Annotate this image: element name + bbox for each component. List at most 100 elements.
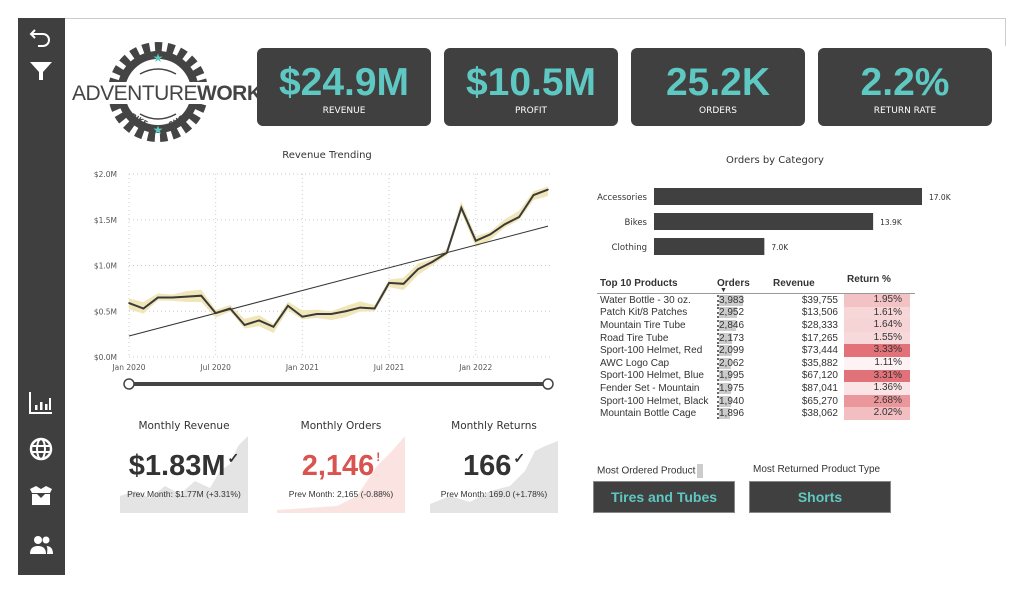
data-point [532,194,535,196]
orders-databar [719,357,732,369]
table-row[interactable]: Mountain Bottle Cage 1,896 $38,062 2.02% [597,407,915,420]
data-point [287,304,289,307]
globe-icon[interactable] [26,434,56,464]
data-point [417,268,419,270]
data-point [272,326,275,328]
orders-value: 2,952 [719,307,745,319]
most-ordered-product-card: Tires and Tubes [593,481,735,513]
orders-value: 2,062 [719,357,745,369]
check-icon: ✓ [227,450,240,466]
logo-text-light: ADVENTURE [72,82,198,105]
orders-by-category-chart[interactable]: Accessories 17.0K Bikes 13.9K Clothing 7.0K [590,180,990,260]
data-point [316,313,318,315]
table-row[interactable]: Sport-100 Helmet, Blue 1,995 $67,120 3.3… [597,369,915,383]
data-point [229,307,231,310]
bar-data-label: 13.9K [880,218,903,227]
revenue-value: $35,882 [801,357,838,369]
most-returned-label: Most Returned Product Type [753,464,881,475]
table-body: Water Bottle - 30 oz. 3,983 $39,755 1.95… [597,294,915,420]
table-row[interactable]: Road Tire Tube 2,173 $17,265 1.55% [597,331,915,345]
bar-chart-icon[interactable] [26,388,56,418]
kpi-value: $24.9M [278,61,410,104]
y-tick-label: $1.0M [94,262,117,271]
return-pct-value: 1.64% [844,319,910,332]
table-row[interactable]: Patch Kit/8 Patches 2,952 $13,506 1.61% [597,306,915,320]
box-icon[interactable] [26,481,56,511]
kpi-label: RETURN RATE [873,106,937,116]
sparkline-area [120,436,248,513]
revenue-value: $17,265 [801,332,838,344]
x-tick-label: Jul 2021 [373,363,405,372]
svg-text:★: ★ [153,123,164,137]
product-name: Mountain Tire Tube [600,319,686,331]
product-name: Sport-100 Helmet, Red [600,345,703,357]
svg-text:★: ★ [153,51,164,65]
gear-logo-icon: ★ ★ [68,42,248,142]
orders-value: 1,940 [719,395,745,407]
y-tick-label: $0.0M [94,353,117,362]
data-point [446,251,448,254]
return-pct-value: 3.33% [844,344,910,357]
users-icon[interactable] [26,530,56,560]
header-orders[interactable]: Orders ▼ [717,278,750,294]
kpi-value: 2.2% [860,61,950,104]
data-point [402,283,405,285]
product-name: Fender Set - Mountain [600,382,700,394]
x-tick-label: Jan 2020 [111,363,145,372]
table-row[interactable]: Water Bottle - 30 oz. 3,983 $39,755 1.95… [597,294,915,307]
data-point [359,306,361,309]
orders-cell: 2,173 [717,332,744,344]
header-revenue[interactable]: Revenue [773,278,815,289]
data-point [243,324,246,326]
back-arrow-icon[interactable] [26,22,56,52]
x-tick-label: Jan 2021 [285,363,319,372]
table-row[interactable]: Mountain Tire Tube 2,846 $28,333 1.64% [597,319,915,332]
orders-databar [719,319,737,331]
table-row[interactable]: AWC Logo Cap 2,062 $35,882 1.11% [597,356,915,370]
orders-cell: 3,983 [717,294,744,306]
card-value: 166 [462,450,512,482]
top-products-table[interactable]: Top 10 Products Orders ▼ Revenue Return %… [597,274,915,420]
orders-databar [719,370,732,382]
most-ordered-label-text: Most Ordered Product [597,465,696,477]
table-row[interactable]: Sport-100 Helmet, Black 1,940 $65,270 2.… [597,394,915,408]
sidebar [18,18,65,575]
slider-handle[interactable] [542,378,554,390]
category-bar[interactable] [654,188,922,205]
orders-cell: 1,896 [717,408,744,420]
y-tick-label: $1.5M [94,216,117,225]
bar-data-label: 7.0K [771,243,789,252]
revenue-trending-chart[interactable]: $0.0M $0.5M $1.0M $1.5M $2.0M Jan 2020 Jul 202… [80,160,560,400]
table-row[interactable]: Sport-100 Helmet, Red 2,099 $73,444 3.33… [597,344,915,357]
category-bar[interactable] [654,238,765,255]
check-icon: ✓ [513,450,526,466]
data-point [474,239,477,242]
header-product[interactable]: Top 10 Products [600,278,678,289]
header-return[interactable]: Return % [847,274,891,285]
data-point [489,233,492,236]
data-point [301,315,304,318]
kpi-orders: 25.2K ORDERS [631,48,805,126]
alert-icon: ! [376,450,381,464]
card-value: $1.83M [128,450,226,482]
orders-databar [719,345,732,357]
product-name: AWC Logo Cap [600,357,670,369]
kpi-label: PROFIT [514,106,548,116]
data-point [200,294,203,297]
product-name: Sport-100 Helmet, Blue [600,370,704,382]
filter-icon[interactable] [26,56,56,86]
return-pct-value: 1.36% [844,382,910,395]
return-pct-value: 2.02% [844,407,910,420]
y-tick-label: $0.5M [94,307,117,316]
category-bar[interactable] [654,213,874,230]
data-point [185,295,188,298]
kpi-return-rate: 2.2% RETURN RATE [818,48,992,126]
table-row[interactable]: Fender Set - Mountain 1,975 $87,041 1.36… [597,382,915,395]
data-point [344,310,347,313]
slider-handle[interactable] [123,378,135,390]
product-name: Mountain Bottle Cage [600,408,697,420]
category-label: Clothing [612,243,647,253]
monthly-kpi-card: $1.83M ✓ Prev Month: $1.77M (+3.31%) [120,436,248,513]
data-point [142,307,145,310]
return-pct-value: 1.11% [844,356,910,370]
